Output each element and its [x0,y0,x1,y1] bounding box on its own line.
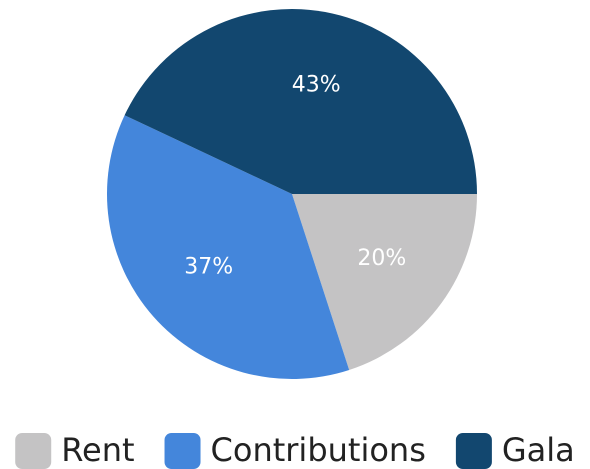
legend-label: Gala [502,431,575,469]
value-label: 37% [184,254,233,279]
legend-label: Rent [61,431,134,469]
pie-slice [124,9,477,195]
value-label: 43% [292,73,341,98]
value-label: 20% [357,246,406,271]
pie-slice [107,115,350,380]
pie-slice [292,194,477,370]
legend: Rent Contributions Gala [15,431,575,469]
legend-swatch [164,433,201,469]
legend-label: Contributions [211,431,426,469]
legend-swatch [455,433,492,469]
legend-swatch [15,433,52,469]
